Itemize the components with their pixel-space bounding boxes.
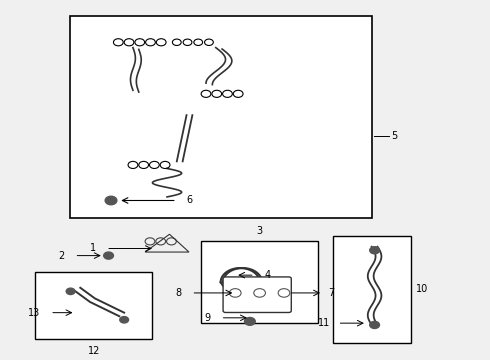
Text: 11: 11 xyxy=(318,318,330,328)
Bar xyxy=(333,236,411,343)
Text: 3: 3 xyxy=(257,226,263,236)
Circle shape xyxy=(245,318,255,325)
Circle shape xyxy=(370,247,379,254)
FancyBboxPatch shape xyxy=(223,277,291,312)
Text: 10: 10 xyxy=(416,284,428,294)
Circle shape xyxy=(104,252,114,259)
Bar xyxy=(35,271,152,339)
Text: 6: 6 xyxy=(187,195,193,206)
Circle shape xyxy=(370,321,379,328)
Bar xyxy=(201,241,318,323)
Text: 1: 1 xyxy=(90,243,97,253)
Circle shape xyxy=(66,288,75,294)
Bar xyxy=(70,15,372,218)
Text: 2: 2 xyxy=(58,251,65,261)
Text: 12: 12 xyxy=(88,346,100,356)
Circle shape xyxy=(120,316,128,323)
Text: 13: 13 xyxy=(28,308,40,318)
Circle shape xyxy=(105,196,117,205)
Text: 8: 8 xyxy=(175,288,182,298)
Text: 5: 5 xyxy=(391,131,397,141)
Text: 7: 7 xyxy=(328,288,334,298)
Text: 9: 9 xyxy=(205,313,211,323)
Text: 4: 4 xyxy=(265,270,270,280)
